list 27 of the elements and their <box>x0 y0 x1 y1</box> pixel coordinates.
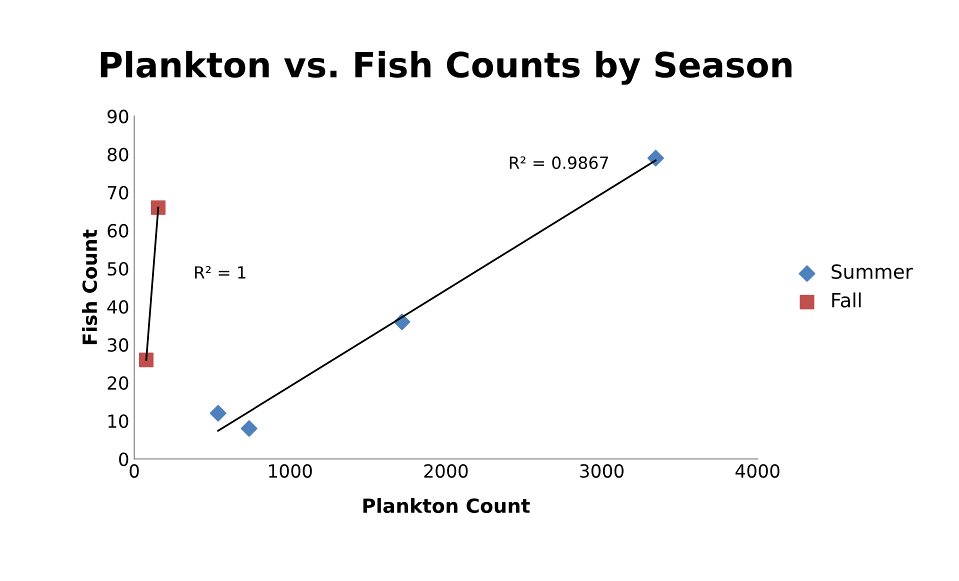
y-tick-label: 40 <box>107 300 128 314</box>
y-tick-label: 70 <box>108 186 128 200</box>
x-tick-label: 3000 <box>580 464 624 478</box>
point <box>647 150 664 166</box>
point <box>138 352 154 368</box>
y-tick-label: 0 <box>119 452 128 466</box>
annotation: R² = 0.9867 <box>510 156 608 170</box>
point <box>150 200 166 215</box>
y-tick-label: 80 <box>108 148 128 162</box>
x-tick-label: 2000 <box>424 464 468 478</box>
x-tick-label: 1000 <box>269 464 312 478</box>
y-tick-label: 90 <box>108 110 128 124</box>
x-tick-label: 0 <box>130 464 139 478</box>
y-tick-label: 50 <box>108 262 128 276</box>
x-tick-label: 4000 <box>736 464 780 478</box>
y-tick-label: 10 <box>108 414 128 428</box>
y-axis-title: Fish Count <box>82 230 98 344</box>
y-tick-label: 60 <box>108 224 128 238</box>
point <box>240 420 258 437</box>
y-tick-label: 20 <box>108 376 128 390</box>
point <box>210 404 226 422</box>
chart-title: Plankton vs. Fish Counts by Season <box>100 50 792 85</box>
annotation: R² = 1 <box>195 266 246 278</box>
legend-label: Summer <box>832 264 913 279</box>
x-axis-title: Plankton Count <box>363 498 530 514</box>
legend-label: Fall <box>832 292 861 308</box>
y-tick-label: 30 <box>108 338 128 352</box>
